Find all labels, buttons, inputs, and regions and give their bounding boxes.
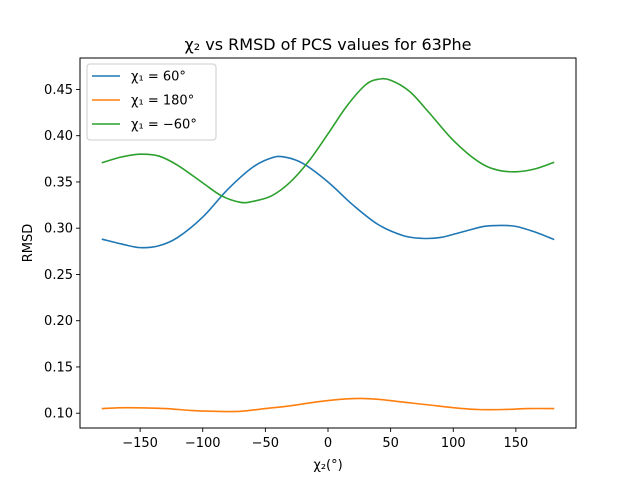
x-tick-label: −50 (252, 436, 279, 451)
x-axis: −150 −100 −50 0 50 100 150 (122, 428, 528, 451)
series-line-1 (101, 397, 555, 413)
chart-title: χ₂ vs RMSD of PCS values for 63Phe (185, 35, 472, 54)
y-tick-label: 0.30 (44, 222, 73, 237)
legend-label-2: χ₁ = −60° (131, 118, 197, 133)
series-line-0 (101, 155, 555, 249)
y-axis: 0.10 0.15 0.20 0.25 0.30 0.35 0.40 0.45 (44, 83, 80, 422)
y-tick-label: 0.35 (44, 175, 73, 190)
x-tick-label: −100 (185, 436, 221, 451)
y-tick-label: 0.10 (44, 407, 73, 422)
legend-label-0: χ₁ = 60° (131, 70, 186, 85)
y-tick-label: 0.20 (44, 314, 73, 329)
legend-box (86, 63, 217, 141)
y-tick-label: 0.25 (44, 268, 73, 283)
x-tick-label: 0 (324, 436, 332, 451)
x-axis-label: χ₂(°) (313, 458, 342, 473)
x-tick-label: 100 (441, 436, 466, 451)
legend-label-1: χ₁ = 180° (131, 94, 194, 109)
y-tick-label: 0.45 (44, 83, 73, 98)
series-line-2 (101, 77, 555, 204)
x-tick-label: 50 (382, 436, 399, 451)
y-tick-label: 0.15 (44, 360, 73, 375)
legend: χ₁ = 60° χ₁ = 180° χ₁ = −60° (86, 63, 217, 141)
series-layer (101, 77, 555, 413)
x-tick-label: 150 (503, 436, 528, 451)
y-axis-label: RMSD (21, 224, 36, 263)
y-tick-label: 0.40 (44, 129, 73, 144)
x-tick-label: −150 (122, 436, 158, 451)
